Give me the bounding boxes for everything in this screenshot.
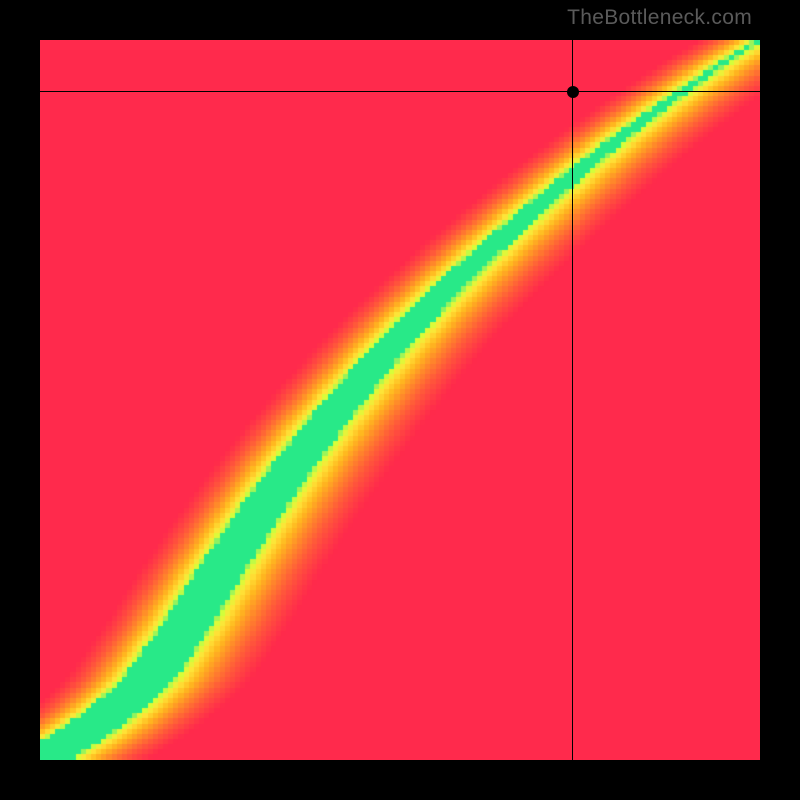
attribution-text: TheBottleneck.com [567, 6, 752, 30]
crosshair-marker [567, 86, 579, 98]
plot-frame [40, 40, 760, 760]
crosshair-horizontal [40, 91, 760, 92]
heatmap-canvas [40, 40, 760, 760]
crosshair-vertical [572, 40, 573, 760]
